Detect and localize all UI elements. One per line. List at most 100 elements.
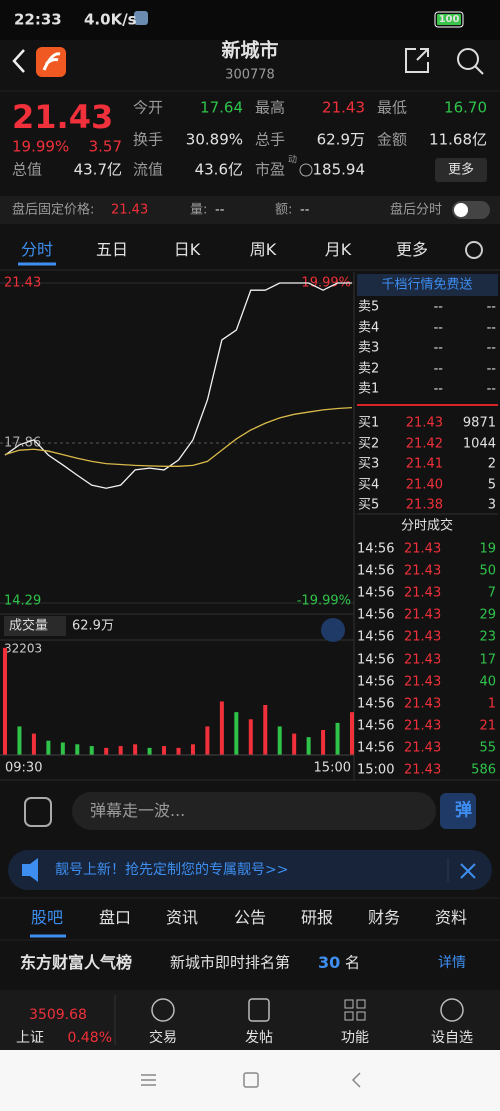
tab[interactable]: 更多 — [395, 240, 429, 259]
net-speed: 4.0K/s — [84, 10, 137, 29]
more-button-label[interactable]: 更多 — [447, 162, 475, 178]
after-hours-amt: -- — [300, 202, 310, 218]
tab[interactable]: 分时 — [20, 240, 54, 259]
ask-volume: -- — [486, 340, 496, 356]
stat-value: 30.89% — [185, 130, 243, 149]
stat-label: 今开 — [133, 98, 164, 117]
nav-label[interactable]: 功能 — [341, 1030, 369, 1046]
ask-label: 卖4 — [358, 320, 380, 335]
volume-bar — [219, 701, 224, 755]
sub-tab[interactable]: 资料 — [434, 908, 468, 927]
post-icon[interactable] — [248, 998, 270, 1022]
last-price: 21.43 — [12, 98, 114, 136]
comment-placeholder[interactable]: 弹幕走一波... — [90, 801, 186, 820]
menu-key[interactable] — [141, 1074, 156, 1086]
after-hours-amt-label: 额: — [275, 202, 293, 218]
trade-volume: 29 — [479, 607, 496, 623]
volume-bar — [248, 719, 253, 755]
trade-price: 21.43 — [404, 629, 442, 645]
sub-tab[interactable]: 资讯 — [165, 908, 199, 927]
back-icon[interactable] — [12, 49, 25, 73]
trade-volume: 586 — [471, 762, 496, 778]
tab[interactable]: 日K — [173, 240, 201, 259]
bid-label: 买4 — [358, 477, 380, 492]
sub-tab[interactable]: 盘口 — [98, 908, 132, 927]
trade-volume: 21 — [479, 718, 496, 734]
banner-bg[interactable] — [8, 850, 492, 890]
danmaku-label[interactable]: 弹 — [455, 800, 472, 821]
stock-name: 新城市 — [221, 39, 279, 62]
y-tick-label: 21.43 — [4, 276, 41, 291]
banner-text[interactable]: 靓号上新！抢先定制您的专属靓号>> — [55, 862, 289, 878]
watch-icon[interactable] — [440, 998, 464, 1022]
trade-price: 21.43 — [404, 563, 442, 579]
trade-icon[interactable] — [151, 998, 175, 1022]
trade-price: 21.43 — [404, 607, 442, 623]
ranking-details[interactable]: 详情 — [438, 955, 466, 971]
volume-bar — [118, 746, 123, 755]
home-key[interactable] — [243, 1072, 259, 1088]
trade-time: 15:00 — [357, 762, 395, 778]
index-name: 上证 — [16, 1030, 44, 1046]
stock-code: 300778 — [225, 67, 275, 83]
volume-bar — [190, 744, 195, 755]
search-icon[interactable] — [457, 48, 479, 70]
after-hours-bar — [0, 196, 500, 224]
stat-label: 最低 — [377, 98, 408, 117]
bid-price: 21.43 — [405, 415, 443, 431]
bid-label: 买5 — [358, 497, 380, 513]
back-key[interactable] — [351, 1072, 361, 1088]
comment-icon[interactable] — [24, 797, 52, 827]
ask-volume: -- — [486, 381, 496, 397]
trade-price: 21.43 — [404, 718, 442, 734]
stat-label: 总手 — [255, 130, 286, 149]
stat-value: 17.64 — [200, 98, 243, 117]
comment-input[interactable] — [72, 792, 436, 830]
volume-bar — [133, 744, 138, 755]
ranking-rank: 30 — [318, 953, 341, 972]
banner-icon — [22, 858, 38, 882]
tab[interactable]: 月K — [324, 240, 352, 259]
nav-label[interactable]: 发帖 — [245, 1030, 273, 1046]
promo[interactable]: 千档行情免费送 — [381, 277, 473, 293]
tab[interactable]: 周K — [249, 240, 277, 259]
volume-bar — [306, 737, 311, 755]
close-icon[interactable] — [460, 863, 476, 879]
tab[interactable]: 五日 — [95, 240, 129, 259]
ask-price: -- — [433, 320, 443, 335]
func-icon — [356, 1011, 366, 1021]
settings-icon[interactable] — [465, 241, 483, 259]
nav-label[interactable]: 设自选 — [431, 1030, 473, 1046]
func-icon — [356, 999, 366, 1009]
sub-tab[interactable]: 股吧 — [30, 908, 64, 927]
index-value: 3509.68 — [29, 1007, 87, 1023]
func-icon[interactable] — [344, 999, 354, 1009]
battery — [434, 11, 464, 28]
after-hours-vol: -- — [215, 202, 225, 218]
stat-value: 43.6亿 — [194, 160, 243, 179]
volume-bar — [263, 705, 268, 755]
more-button[interactable] — [435, 158, 487, 182]
volume-bar — [60, 742, 65, 755]
sub-tab[interactable]: 研报 — [300, 908, 334, 927]
ask-price: -- — [433, 381, 443, 397]
sub-tab[interactable]: 公告 — [233, 908, 267, 927]
trade-price: 21.43 — [404, 762, 442, 778]
trade-volume: 19 — [479, 541, 496, 557]
clock: 22:33 — [14, 10, 62, 29]
bid-price: 21.42 — [405, 436, 443, 451]
bid-price: 21.40 — [405, 477, 443, 492]
volume-bar — [104, 747, 109, 755]
bid-label: 买3 — [358, 456, 380, 472]
share-icon[interactable] — [405, 48, 429, 73]
sub-tab[interactable]: 财务 — [367, 908, 401, 927]
after-hours-label: 盘后固定价格: — [12, 202, 95, 218]
bid-volume: 3 — [487, 497, 496, 513]
battery-level — [437, 14, 461, 25]
danmaku-button[interactable] — [440, 793, 476, 829]
pe-info-icon[interactable] — [299, 163, 313, 177]
trade-price: 21.43 — [404, 585, 442, 601]
nav-label[interactable]: 交易 — [149, 1030, 177, 1046]
trade-time: 14:56 — [357, 740, 395, 756]
